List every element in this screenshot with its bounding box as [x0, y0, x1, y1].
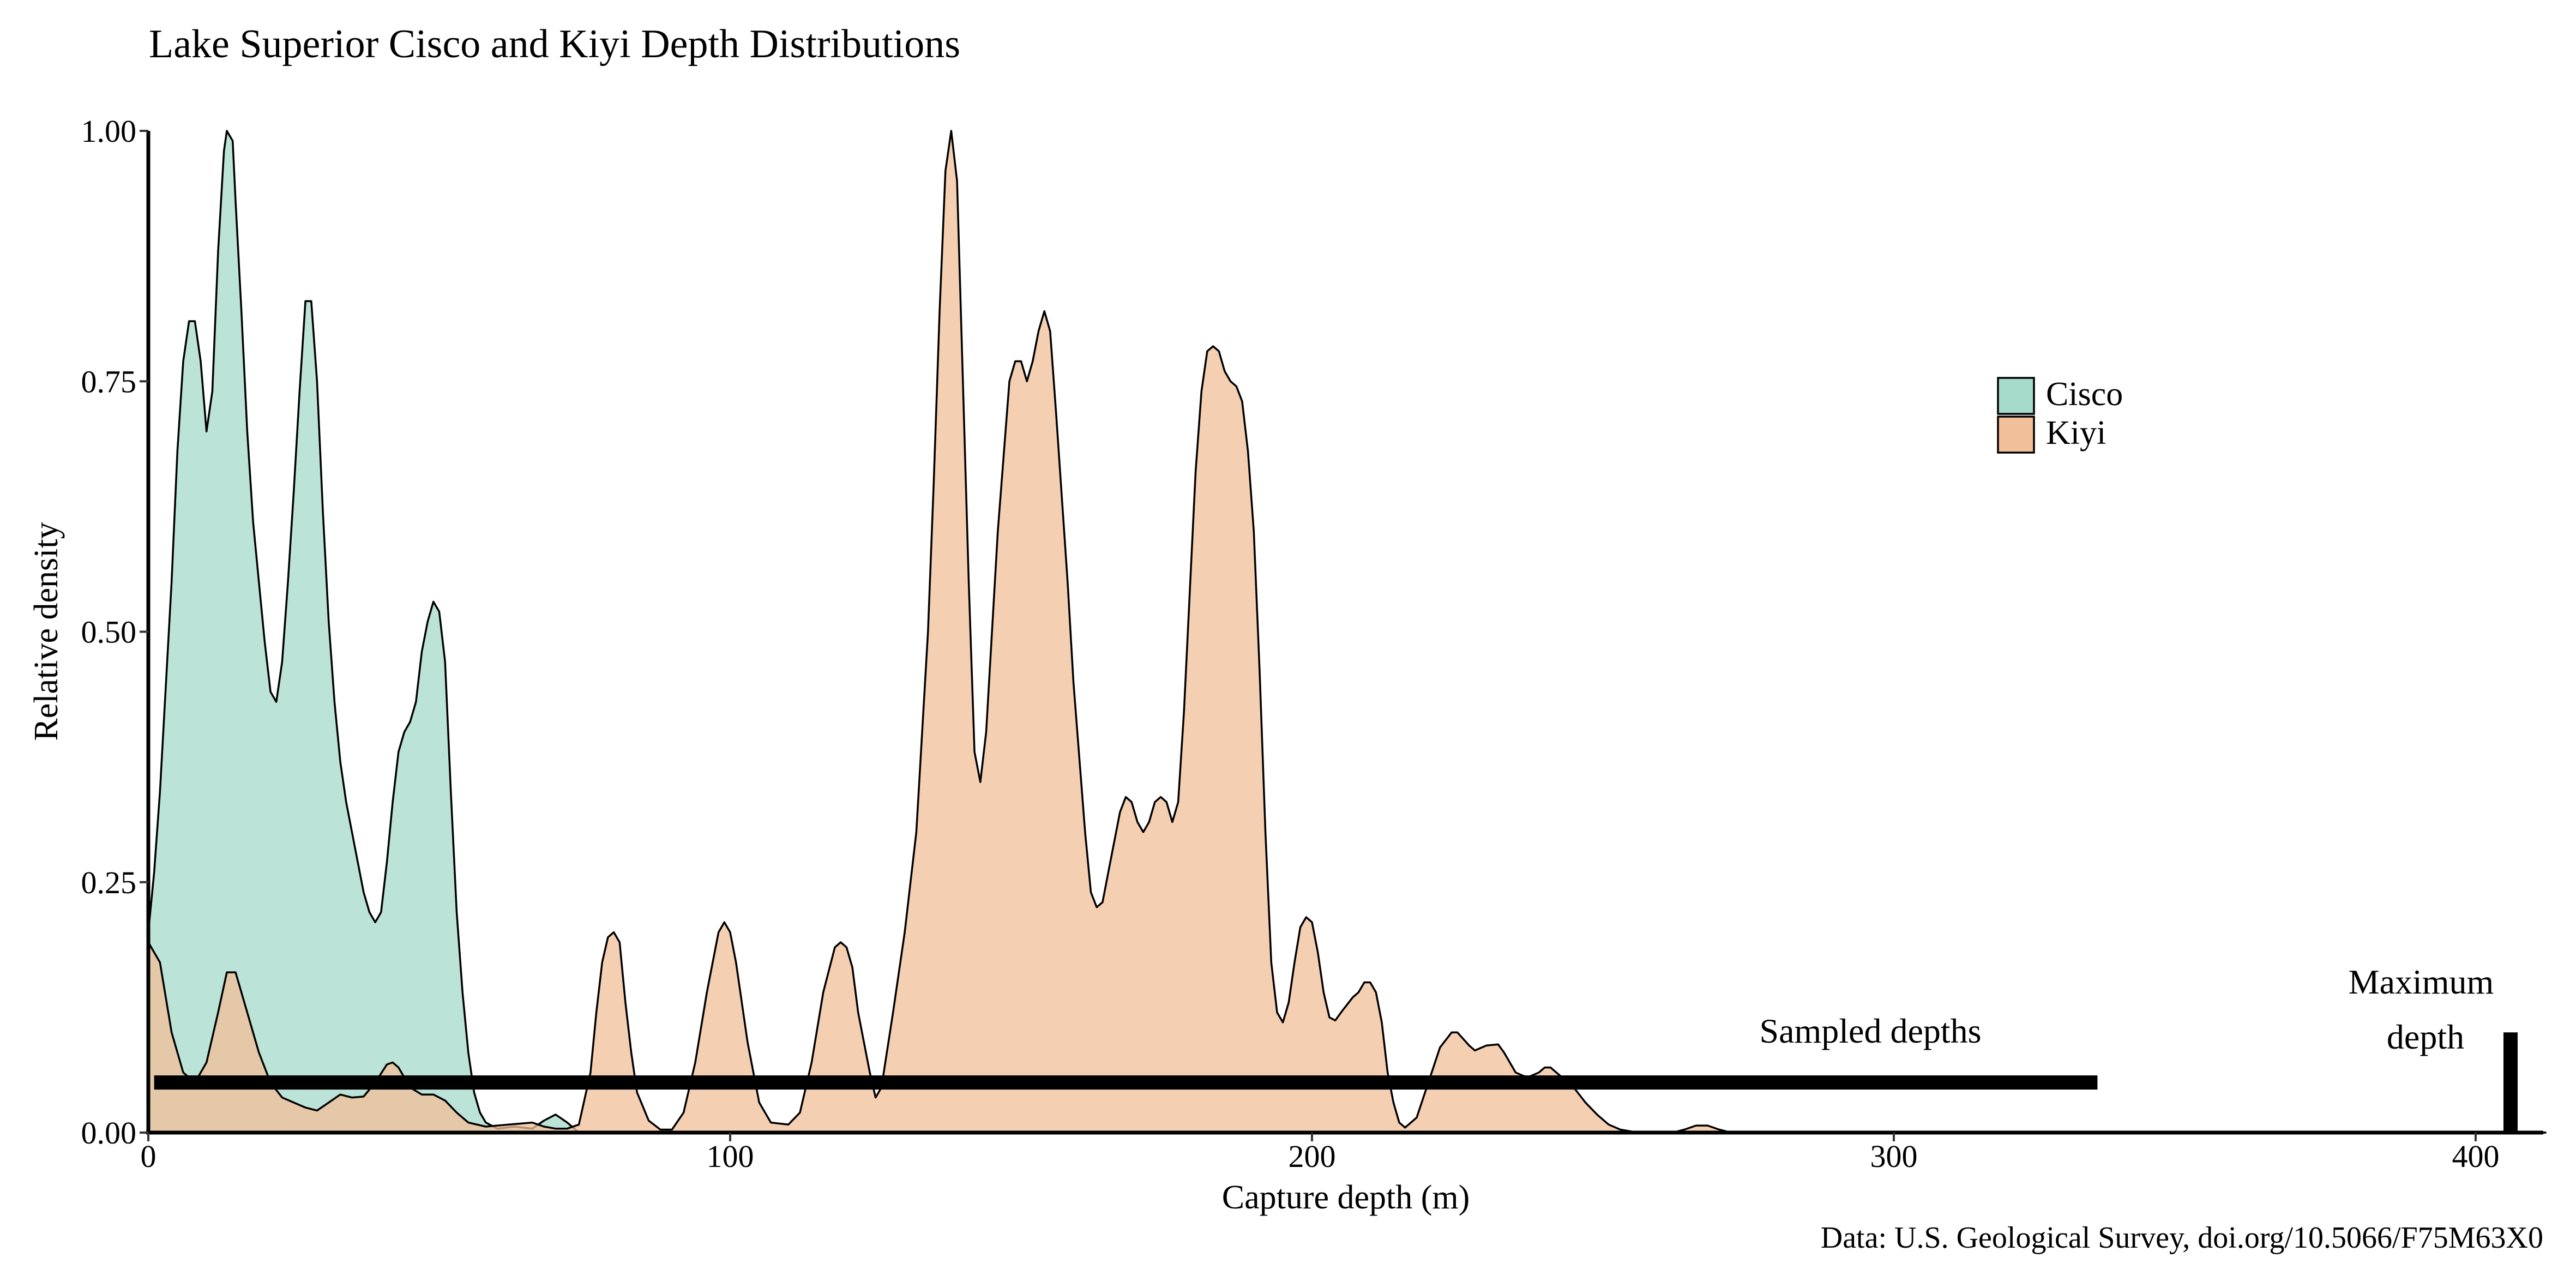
sampled-depths-annotation: Sampled depths	[154, 1012, 2098, 1090]
x-tick-label: 300	[1870, 1139, 1917, 1174]
maximum-depth-label: Maximum depth	[2349, 962, 2503, 1056]
legend-label-cisco: Cisco	[2046, 376, 2123, 413]
y-tick-label: 0.75	[81, 364, 137, 399]
x-ticks: 0 100 200 300 400	[141, 1133, 2499, 1174]
maximum-depth-label-line-2: depth	[2387, 1018, 2464, 1056]
x-tick-label: 200	[1288, 1139, 1335, 1174]
chart-caption: Data: U.S. Geological Survey, doi.org/10…	[1821, 1221, 2543, 1255]
y-tick-label: 0.50	[81, 615, 137, 650]
sampled-depths-label: Sampled depths	[1759, 1012, 1981, 1050]
x-tick-label: 100	[706, 1139, 754, 1174]
chart-title: Lake Superior Cisco and Kiyi Depth Distr…	[149, 22, 960, 67]
x-tick-label: 400	[2452, 1139, 2499, 1174]
y-tick-label: 1.00	[81, 113, 137, 149]
maximum-depth-annotation: Maximum depth	[2349, 962, 2518, 1133]
x-axis-label: Capture depth (m)	[1222, 1179, 1470, 1216]
y-axis-label: Relative density	[28, 522, 65, 741]
x-tick-label: 0	[141, 1139, 157, 1174]
density-area-kiyi	[147, 130, 2547, 1134]
maximum-depth-label-line-1: Maximum	[2349, 962, 2494, 1001]
y-tick-label: 0.25	[81, 865, 137, 900]
y-tick-label: 0.00	[81, 1115, 137, 1151]
y-ticks: 0.00 0.25 0.50 0.75 1.00	[81, 113, 148, 1151]
legend-key-kiyi	[1997, 416, 2035, 454]
legend-key-cisco	[1997, 377, 2035, 415]
legend-label-kiyi: Kiyi	[2046, 414, 2106, 452]
